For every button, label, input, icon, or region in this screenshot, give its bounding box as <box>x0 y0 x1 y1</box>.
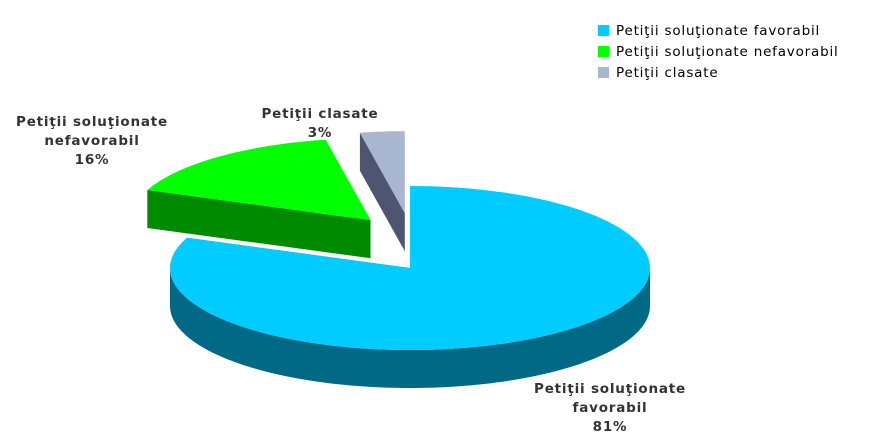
slice <box>147 139 371 221</box>
slice <box>359 131 405 214</box>
legend-item: Petiţii clasate <box>598 62 839 83</box>
data-label-name: Petiţii clasate <box>261 106 379 122</box>
slice-wall <box>170 268 650 388</box>
data-label: Petiţii soluţionate nefavorabil 16% <box>0 113 184 170</box>
slice-side <box>147 190 371 259</box>
data-label-name: Petiţii soluţionate favorabil <box>534 381 686 416</box>
legend-swatch <box>598 25 609 36</box>
data-label-value: 16% <box>74 152 110 168</box>
slice <box>170 186 650 350</box>
legend: Petiţii soluţionate favorabil Petiţii sol… <box>598 20 839 83</box>
legend-swatch <box>598 46 609 57</box>
data-label: Petiţii clasate 3% <box>240 105 400 143</box>
data-label-value: 3% <box>307 125 333 141</box>
legend-text: Petiţii soluţionate favorabil <box>616 22 821 39</box>
data-label-name: Petiţii soluţionate nefavorabil <box>16 114 168 149</box>
legend-text: Petiţii soluţionate nefavorabil <box>616 43 839 60</box>
legend-swatch <box>598 67 609 78</box>
data-label: Petiţii soluţionate favorabil 81% <box>530 380 690 432</box>
legend-item: Petiţii soluţionate favorabil <box>598 20 839 41</box>
legend-item: Petiţii soluţionate nefavorabil <box>598 41 839 62</box>
legend-text: Petiţii clasate <box>616 64 719 81</box>
slice-side <box>359 132 405 252</box>
data-label-value: 81% <box>592 419 628 432</box>
